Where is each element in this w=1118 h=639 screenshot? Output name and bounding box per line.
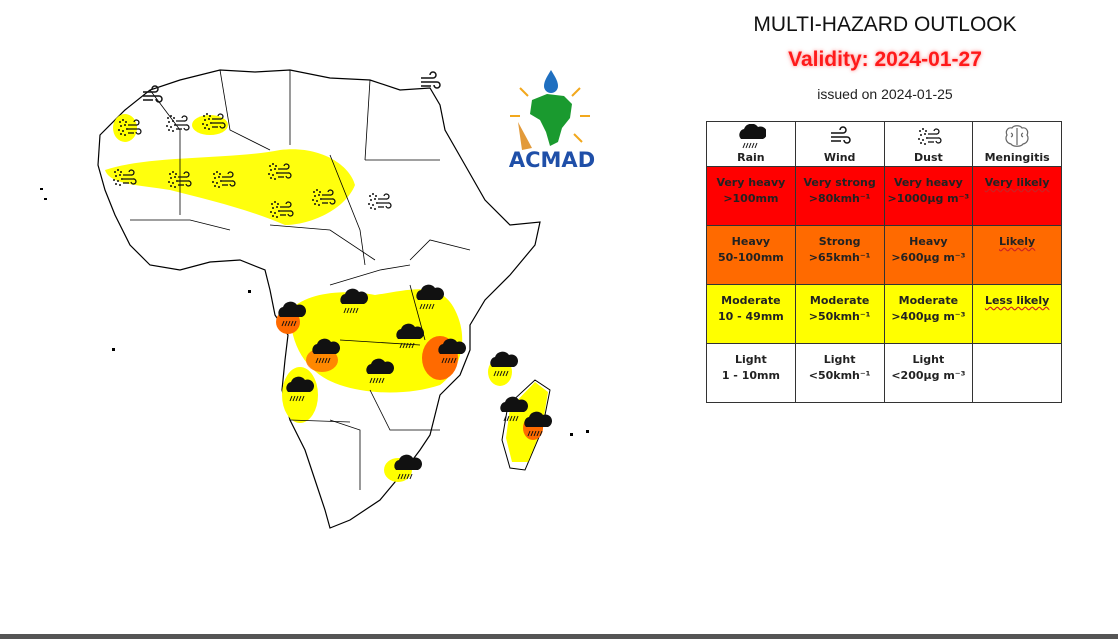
sahel-rain-zone <box>105 149 355 225</box>
brain-icon <box>1005 125 1029 147</box>
legend-cell: Moderate >400µg m⁻³ <box>883 284 974 344</box>
legend-threshold-label: 1 - 10mm <box>721 369 780 382</box>
legend-cell: Very likely <box>972 166 1062 226</box>
country-borders <box>130 69 471 490</box>
legend-header-row: Rain Wind Dust Meningitis <box>706 121 1062 167</box>
legend-header-label: Wind <box>823 151 856 164</box>
legend-row: Heavy 50-100mm Strong >65kmh⁻¹ Heavy >600µg m… <box>706 225 1062 285</box>
legend-level-label: Light <box>735 353 767 366</box>
legend-threshold-label: <50kmh⁻¹ <box>808 369 871 382</box>
legend-threshold-label: 50-100mm <box>717 251 784 264</box>
legend-cell: Heavy >600µg m⁻³ <box>883 225 974 285</box>
legend-level-label: Very heavy <box>716 176 786 189</box>
angola-zone <box>282 367 318 423</box>
legend-cell: Less likely <box>972 284 1062 344</box>
legend-header-dust: Dust <box>883 121 974 167</box>
legend-header-rain: Rain <box>706 121 796 167</box>
legend-cell: Light <200µg m⁻³ <box>883 343 974 403</box>
legend-header-label: Dust <box>913 151 943 164</box>
legend-level-label: Very likely <box>984 176 1050 189</box>
legend-cell: Likely <box>972 225 1062 285</box>
legend-level-label: Very strong <box>803 176 876 189</box>
legend-cell: Moderate >50kmh⁻¹ <box>794 284 885 344</box>
acmad-logo <box>510 70 590 150</box>
legend-level-label: Moderate <box>809 294 870 307</box>
legend-row: Very heavy >100mm Very strong >80kmh⁻¹ Very … <box>706 166 1062 226</box>
legend-level-label: Likely <box>999 235 1036 248</box>
legend-cell: Heavy 50-100mm <box>706 225 796 285</box>
legend-level-label: Less likely <box>984 294 1050 307</box>
legend-level-label: Heavy <box>909 235 948 248</box>
legend-cell: Light <50kmh⁻¹ <box>794 343 885 403</box>
mali-zone <box>192 115 228 135</box>
legend-header-label: Rain <box>737 151 765 164</box>
acmad-logo-text: ACMAD <box>508 148 596 172</box>
legend-level-label: Heavy <box>731 235 771 248</box>
hazard-legend-table: Rain Wind Dust Meningitis Very heavy >100… <box>706 121 1062 403</box>
legend-cell: Very strong >80kmh⁻¹ <box>794 166 885 226</box>
legend-level-label: Strong <box>818 235 861 248</box>
legend-threshold-label: >1000µg m⁻³ <box>887 192 970 205</box>
legend-cell <box>972 343 1062 403</box>
west-sahel-zone <box>113 114 137 142</box>
issued-date: issued on 2024-01-25 <box>817 86 953 102</box>
legend-threshold-label: <200µg m⁻³ <box>891 369 966 382</box>
legend-level-label: Light <box>823 353 856 366</box>
legend-row: Moderate 10 - 49mm Moderate >50kmh⁻¹ Moderat… <box>706 284 1062 344</box>
bottom-bar <box>0 634 1118 639</box>
legend-threshold-label: 10 - 49mm <box>717 310 784 323</box>
legend-level-label: Light <box>912 353 945 366</box>
legend-threshold-label: >50kmh⁻¹ <box>808 310 871 323</box>
legend-cell: Strong >65kmh⁻¹ <box>794 225 885 285</box>
legend-level-label: Very heavy <box>893 176 963 189</box>
legend-level-label: Moderate <box>721 294 781 307</box>
wind-icon <box>829 126 851 144</box>
legend-cell: Very heavy >100mm <box>706 166 796 226</box>
legend-threshold-label: >80kmh⁻¹ <box>808 192 871 205</box>
africa-hazard-map <box>40 69 589 529</box>
validity-date: Validity: 2024-01-27 <box>788 48 982 71</box>
legend-cell: Moderate 10 - 49mm <box>706 284 796 344</box>
legend-header-meningitis: Meningitis <box>972 121 1062 167</box>
legend-threshold-label: >400µg m⁻³ <box>891 310 966 323</box>
rain-cloud-icon <box>738 124 766 149</box>
wind-icon <box>420 71 441 89</box>
legend-cell: Very heavy >1000µg m⁻³ <box>883 166 974 226</box>
legend-row: Light 1 - 10mm Light <50kmh⁻¹ Light <200µg m⁻… <box>706 343 1062 403</box>
dust-icon <box>917 127 942 146</box>
legend-level-label: Moderate <box>898 294 959 307</box>
legend-cell: Light 1 - 10mm <box>706 343 796 403</box>
legend-header-wind: Wind <box>794 121 885 167</box>
legend-header-label: Meningitis <box>984 151 1050 164</box>
legend-threshold-label: >65kmh⁻¹ <box>808 251 871 264</box>
page-title: MULTI-HAZARD OUTLOOK <box>753 13 1017 36</box>
legend-threshold-label: >600µg m⁻³ <box>891 251 966 264</box>
legend-threshold-label: >100mm <box>723 192 779 205</box>
